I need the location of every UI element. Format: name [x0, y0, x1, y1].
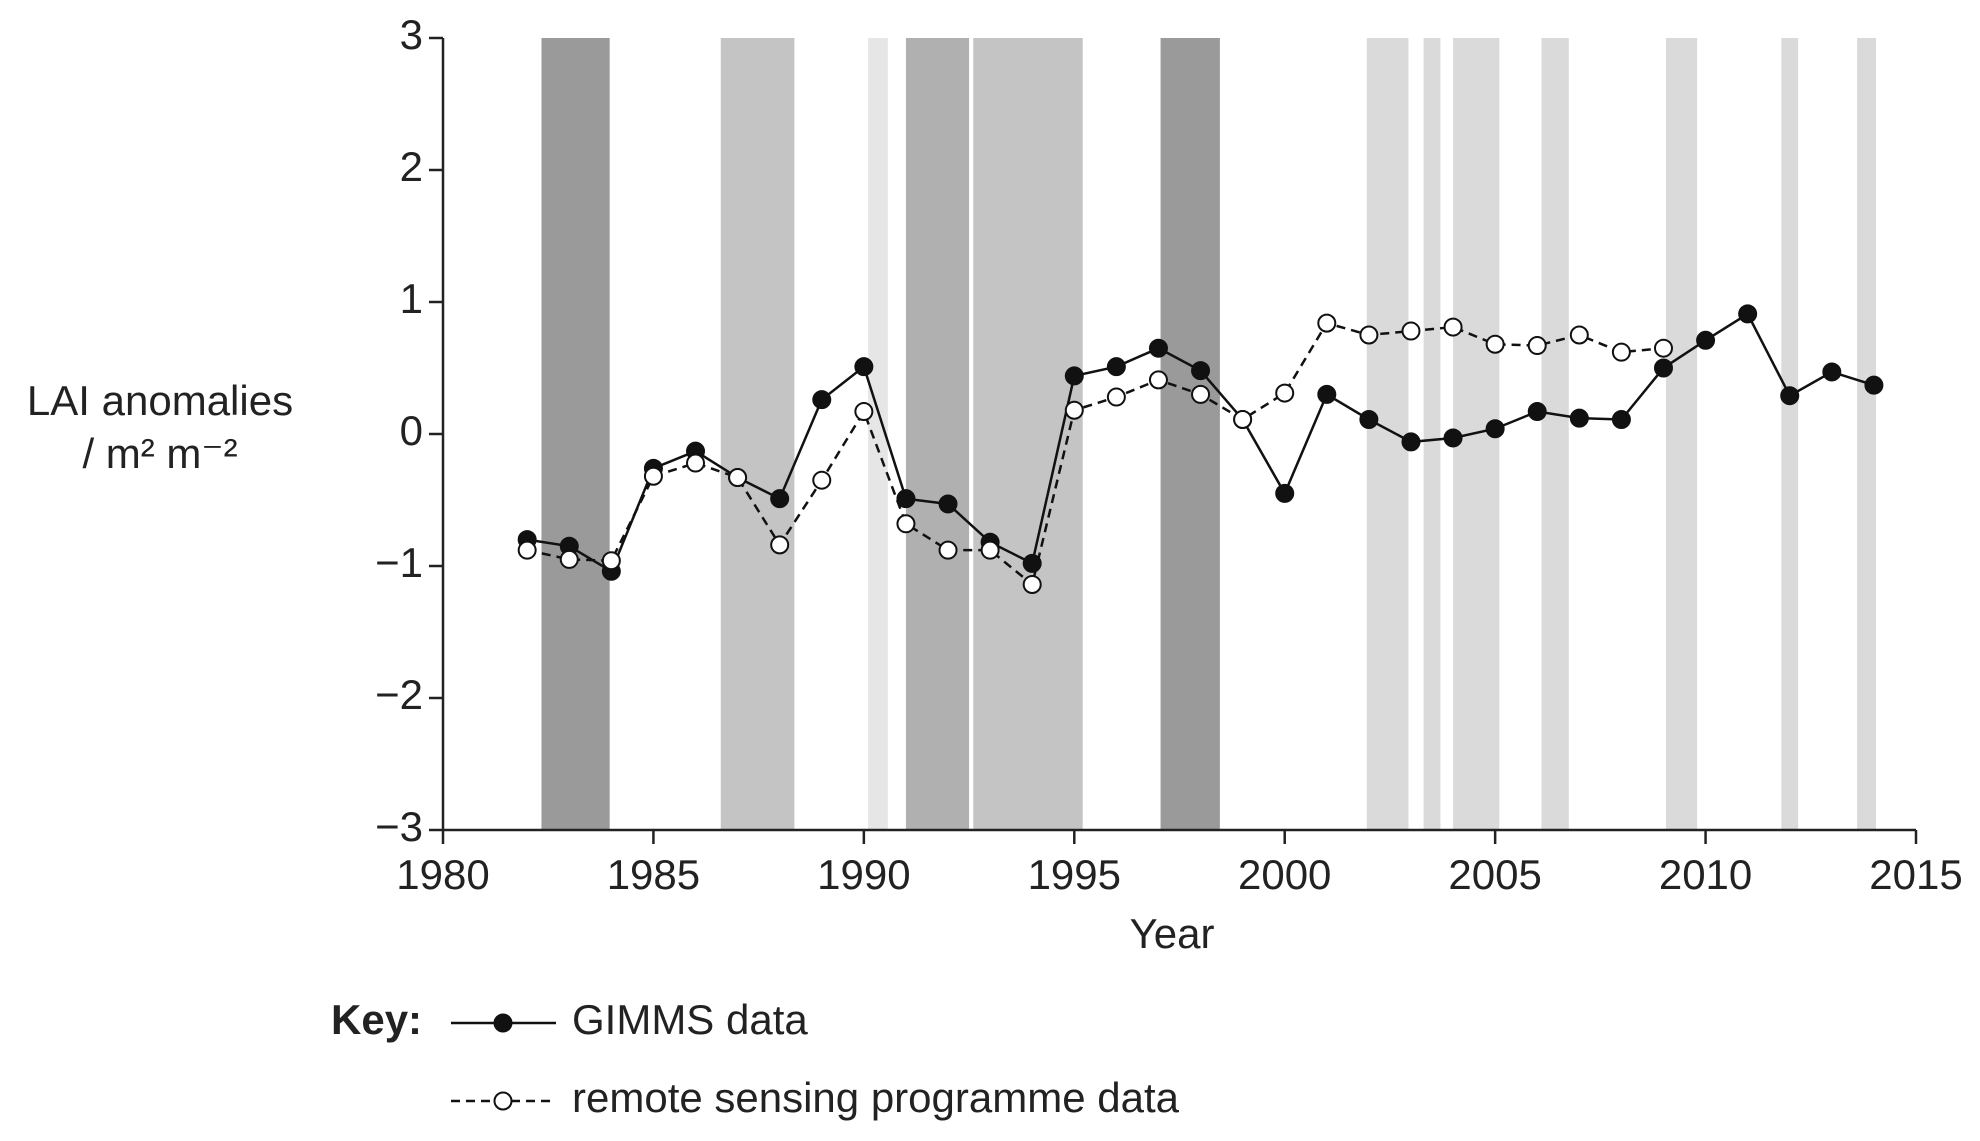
data-point — [938, 494, 958, 514]
data-point — [1233, 409, 1253, 429]
data-point — [770, 489, 790, 509]
data-point — [1401, 321, 1421, 341]
data-point — [686, 453, 706, 473]
y-tick-label: 3 — [400, 11, 423, 58]
data-point — [1485, 334, 1505, 354]
data-point — [643, 466, 663, 486]
legend-label: GIMMS data — [572, 996, 808, 1043]
data-point — [601, 551, 621, 571]
y-tick-label: −2 — [375, 671, 423, 718]
y-axis-label: LAI anomalies — [27, 377, 293, 424]
data-point — [1317, 384, 1337, 404]
data-point — [854, 357, 874, 377]
legend-title: Key: — [331, 996, 422, 1043]
data-point — [1822, 362, 1842, 382]
data-point — [1611, 409, 1631, 429]
data-point — [1359, 409, 1379, 429]
data-point — [1064, 366, 1084, 386]
data-point — [1780, 386, 1800, 406]
data-point — [1611, 342, 1631, 362]
data-point — [1064, 400, 1084, 420]
data-point — [517, 540, 537, 560]
x-tick-label: 1985 — [607, 851, 700, 898]
y-tick-label: 2 — [400, 143, 423, 190]
legend-label: remote sensing programme data — [572, 1074, 1180, 1121]
data-point — [1022, 553, 1042, 573]
legend-marker — [493, 1091, 513, 1111]
data-point — [1864, 375, 1884, 395]
shaded-period — [1366, 38, 1409, 830]
y-tick-label: −3 — [375, 803, 423, 850]
data-point — [854, 402, 874, 422]
data-point — [812, 390, 832, 410]
x-tick-label: 2000 — [1238, 851, 1331, 898]
data-point — [770, 535, 790, 555]
x-tick-label: 2015 — [1869, 851, 1962, 898]
data-point — [1022, 574, 1042, 594]
shaded-period — [1781, 38, 1799, 830]
data-point — [1191, 384, 1211, 404]
data-point — [728, 468, 748, 488]
data-point — [1401, 432, 1421, 452]
data-point — [1527, 402, 1547, 422]
shaded-period — [1857, 38, 1877, 830]
data-point — [1275, 483, 1295, 503]
shaded-period — [541, 38, 610, 830]
x-tick-label: 2010 — [1659, 851, 1752, 898]
data-point — [1443, 317, 1463, 337]
data-point — [1443, 428, 1463, 448]
x-tick-label: 1995 — [1028, 851, 1121, 898]
data-point — [1148, 338, 1168, 358]
data-point — [1569, 325, 1589, 345]
shaded-period — [1666, 38, 1698, 830]
data-point — [1359, 325, 1379, 345]
data-point — [1485, 419, 1505, 439]
data-point — [896, 514, 916, 534]
data-point — [980, 540, 1000, 560]
data-point — [896, 489, 916, 509]
x-tick-label: 1990 — [817, 851, 910, 898]
shaded-period — [905, 38, 970, 830]
shaded-period — [720, 38, 795, 830]
data-point — [812, 470, 832, 490]
shaded-period — [973, 38, 1083, 830]
shaded-period — [1423, 38, 1441, 830]
data-point — [1738, 304, 1758, 324]
data-point — [1191, 361, 1211, 381]
x-tick-label: 1980 — [396, 851, 489, 898]
x-tick-label: 2005 — [1448, 851, 1541, 898]
y-tick-label: 1 — [400, 275, 423, 322]
series-line — [526, 321, 1664, 587]
data-point — [1106, 357, 1126, 377]
data-point — [1106, 387, 1126, 407]
y-axis-units: / m² m⁻² — [82, 430, 237, 477]
data-point — [1275, 383, 1295, 403]
data-point — [938, 540, 958, 560]
shaded-period — [868, 38, 888, 830]
y-tick-label: −1 — [375, 539, 423, 586]
data-point — [559, 549, 579, 569]
data-point — [1148, 370, 1168, 390]
data-point — [1653, 358, 1673, 378]
data-point — [1527, 336, 1547, 356]
data-point — [1696, 330, 1716, 350]
legend-marker — [493, 1013, 513, 1033]
data-point — [1653, 338, 1673, 358]
shaded-period — [1160, 38, 1220, 830]
data-point — [1569, 408, 1589, 428]
shaded-period — [1541, 38, 1569, 830]
data-point — [1317, 313, 1337, 333]
x-axis-label: Year — [1130, 910, 1215, 957]
y-tick-label: 0 — [400, 407, 423, 454]
